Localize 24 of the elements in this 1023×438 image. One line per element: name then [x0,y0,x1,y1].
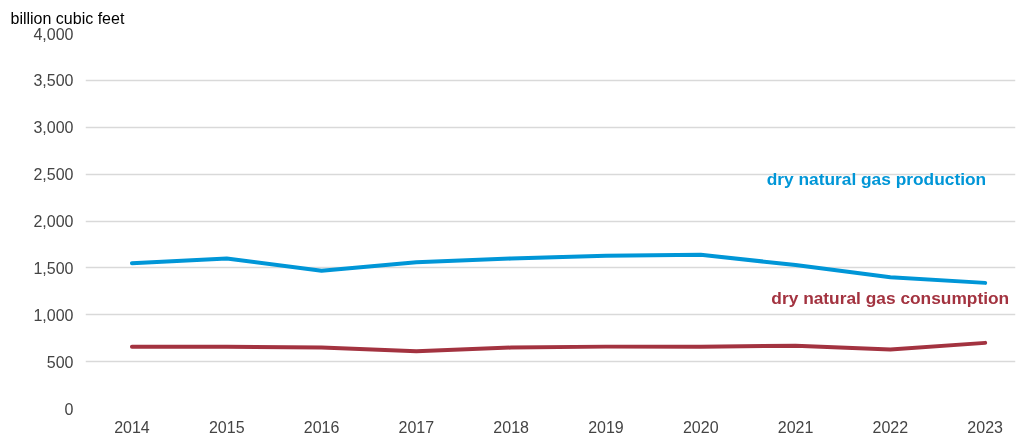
y-tick-label: 1,000 [33,306,74,324]
text: dry natural gas production [766,169,987,190]
x-tick-label: 2015 [208,418,245,436]
y-tick-label: 4,000 [33,25,74,43]
line-series [129,252,988,285]
y-tick-label: 2,000 [33,213,74,230]
y-tick-label: 1,500 [33,259,74,277]
x-tick-label: 2018 [493,418,530,436]
x-tick-label: 2017 [398,418,435,436]
x-tick-label: 2016 [303,418,340,436]
y-tick-label: 0 [64,400,74,418]
x-tick-label: 2014 [114,418,150,436]
line-series [129,340,988,354]
text: dry natural gas consumption [771,288,1010,309]
x-tick-label: 2020 [682,418,719,436]
y-axis-title: billion cubic feet [10,9,125,27]
y-tick-label: 2,500 [33,166,74,184]
x-tick-label: 2021 [777,418,814,436]
x-tick-label: 2022 [872,418,909,436]
y-tick-label: 3,000 [33,119,74,137]
y-tick-label: 3,500 [33,72,74,90]
x-tick-label: 2019 [588,418,624,436]
y-tick-label: 500 [46,353,74,371]
x-tick-label: 2023 [967,418,1004,436]
